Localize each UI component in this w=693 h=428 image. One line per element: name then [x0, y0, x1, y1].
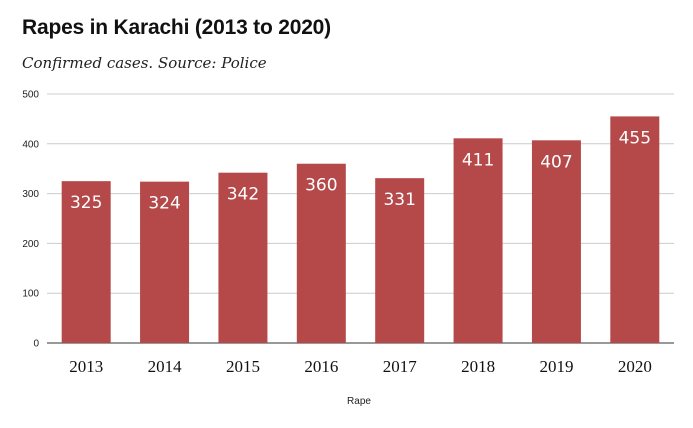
data-label-2014: 324: [148, 194, 180, 214]
y-tick-label: 100: [22, 289, 39, 300]
bar-2015: [218, 172, 268, 343]
y-tick-label: 500: [22, 90, 39, 101]
bar-2019: [531, 140, 581, 343]
x-tick-label-2014: 2014: [148, 357, 183, 376]
bar-2018: [453, 138, 503, 343]
data-label-2020: 455: [619, 128, 651, 148]
x-tick-label-2013: 2013: [69, 357, 103, 376]
data-label-2017: 331: [383, 190, 415, 210]
data-label-2016: 360: [305, 176, 337, 196]
bar-2013: [61, 181, 111, 343]
y-tick-label: 300: [22, 189, 39, 200]
bar-2020: [610, 116, 660, 343]
bars: [61, 116, 660, 343]
bar-2016: [296, 163, 346, 343]
x-tick-label-2019: 2019: [539, 357, 573, 376]
x-tick-label-2018: 2018: [461, 357, 495, 376]
bar-2014: [140, 181, 190, 343]
chart-title: Rapes in Karachi (2013 to 2020): [22, 16, 331, 39]
data-label-2013: 325: [70, 193, 102, 213]
y-axis-ticks: 0 100 200 300 400 500: [22, 90, 39, 350]
data-label-2019: 407: [540, 152, 572, 172]
data-label-2015: 342: [227, 185, 259, 205]
y-tick-label: 200: [22, 239, 39, 250]
y-tick-label: 0: [33, 339, 39, 350]
data-labels: 325 324 342 360 331 411 407 455: [70, 128, 651, 213]
bar-2017: [375, 178, 425, 343]
x-tick-label-2017: 2017: [383, 357, 418, 376]
x-tick-label-2020: 2020: [618, 357, 652, 376]
x-tick-label-2015: 2015: [226, 357, 260, 376]
x-tick-label-2016: 2016: [304, 357, 338, 376]
x-axis-ticks: 2013 2014 2015 2016 2017 2018 2019 2020: [69, 357, 652, 376]
x-axis-label: Rape: [347, 396, 371, 407]
y-tick-label: 400: [22, 139, 39, 150]
data-label-2018: 411: [462, 150, 494, 170]
chart-subtitle: Confirmed cases. Source: Police: [22, 54, 267, 72]
